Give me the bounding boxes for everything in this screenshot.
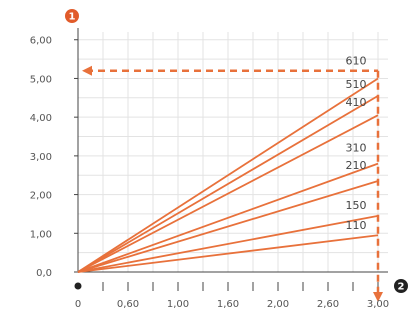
- series-label-310: 310: [346, 142, 367, 155]
- x-axis-badge: [394, 279, 408, 293]
- y-tick-label: 5,00: [30, 74, 52, 85]
- x-tick-label: 0: [75, 299, 81, 310]
- x-tick-label: 2,00: [267, 299, 289, 310]
- y-tick-label: 6,00: [30, 36, 52, 47]
- series-label-210: 210: [346, 159, 367, 172]
- series-line-510: [77, 95, 379, 273]
- series-line-210: [77, 180, 379, 273]
- y-axis-badge-text: 1: [69, 12, 76, 23]
- y-tick-label: 4,00: [30, 113, 52, 124]
- y-tick-label: 0,0: [36, 268, 52, 279]
- reference-lines: [82, 65, 383, 302]
- series-line-150: [77, 214, 379, 273]
- series-lines: [77, 77, 379, 273]
- series-label-610: 610: [346, 54, 367, 67]
- x-tick-label: 1,00: [167, 299, 189, 310]
- x-axis-origin-dot: [74, 282, 82, 290]
- series-line-410: [77, 114, 379, 273]
- labels: 0,0 1,00 2,00 3,00 4,00 5,00 6,00 0 0,60 1,00 1,60…: [30, 36, 389, 310]
- series-line-110: [77, 234, 379, 273]
- axis-badges: 12: [65, 9, 408, 293]
- x-tick-label: 3,00: [367, 299, 389, 310]
- series-line-310: [77, 162, 379, 273]
- y-axis-badge: [65, 9, 79, 23]
- y-tick-label: 1,00: [30, 229, 52, 240]
- series-label-150: 150: [346, 199, 367, 212]
- series-line-610: [77, 77, 379, 273]
- y-tick-label: 2,00: [30, 191, 52, 202]
- x-tick-label: 2,60: [317, 299, 339, 310]
- grid: [78, 32, 388, 272]
- series-label-510: 510: [346, 78, 367, 91]
- axes: [74, 28, 388, 291]
- series-label-410: 410: [346, 96, 367, 109]
- x-tick-label: 1,60: [217, 299, 239, 310]
- y-tick-label: 3,00: [30, 152, 52, 163]
- x-axis-badge-text: 2: [398, 282, 405, 293]
- series-label-110: 110: [346, 219, 367, 232]
- reference-arrow-down: [373, 292, 383, 302]
- x-tick-label: 0,60: [117, 299, 139, 310]
- reference-arrow-left: [82, 65, 92, 76]
